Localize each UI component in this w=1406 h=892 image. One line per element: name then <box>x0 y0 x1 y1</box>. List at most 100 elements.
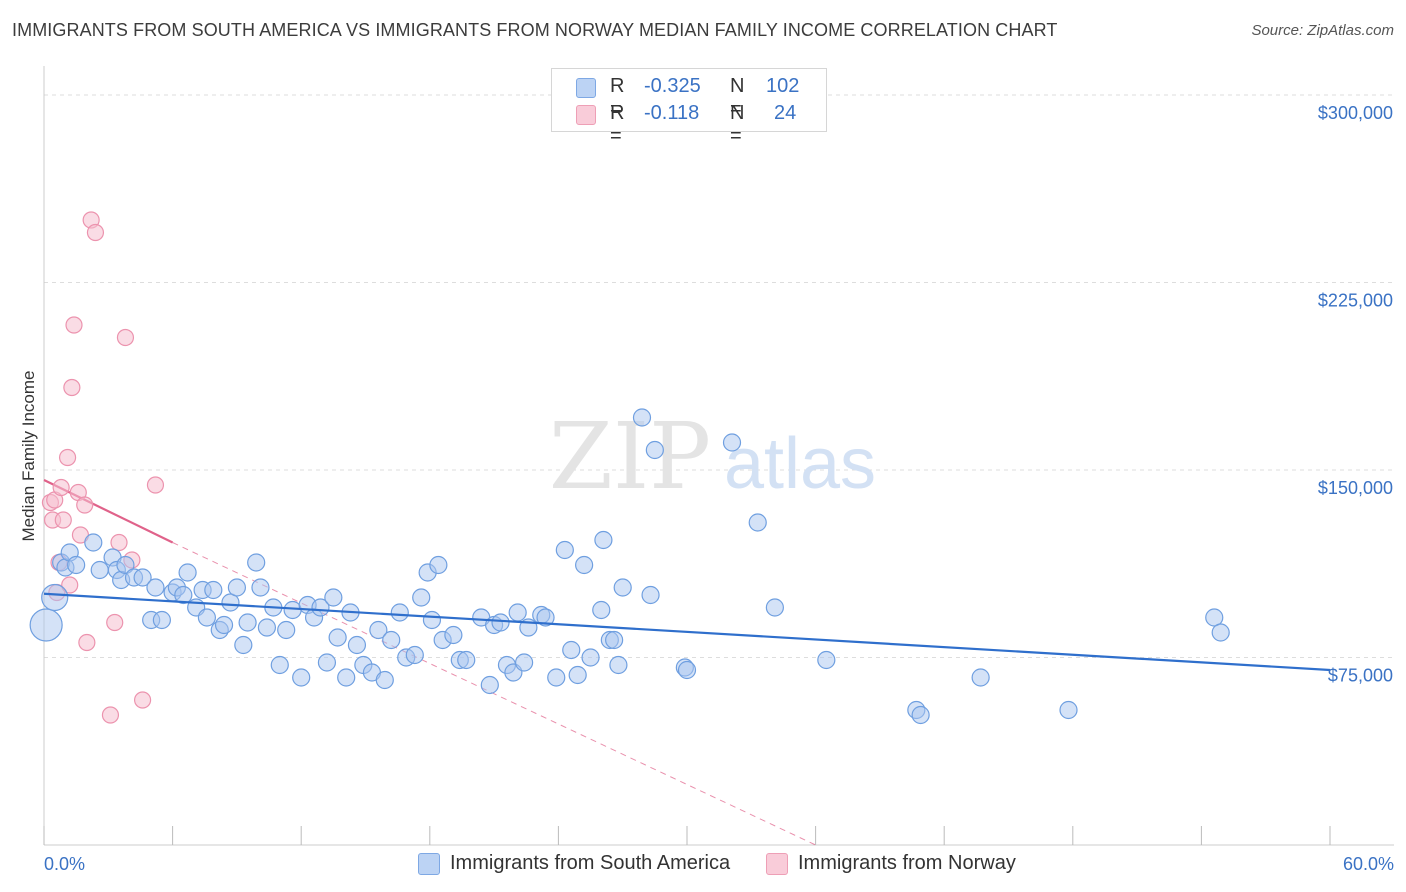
norway-point <box>106 613 124 632</box>
y-axis-label: Median Family Income <box>19 370 38 541</box>
south-america-point <box>133 568 152 587</box>
south-america-point <box>555 540 574 560</box>
south-america-points <box>29 408 1230 725</box>
south-america-point <box>257 618 277 637</box>
south-america-point <box>247 553 266 572</box>
south-america-point <box>204 580 223 600</box>
south-america-point <box>677 660 697 680</box>
watermark-zip: ZIP <box>549 403 711 510</box>
bottom-legend-label: Immigrants from South America <box>450 852 731 874</box>
south-america-point <box>174 585 193 605</box>
south-america-point <box>390 603 409 622</box>
south-america-point <box>251 578 270 597</box>
y-tick-label: $225,000 <box>1318 291 1393 311</box>
norway-points <box>41 211 165 724</box>
south-america-trend-line <box>43 592 1331 672</box>
south-america-point <box>765 598 784 617</box>
south-america-point <box>221 593 240 612</box>
south-america-point <box>405 645 424 665</box>
south-america-point <box>214 615 234 635</box>
south-america-point <box>116 555 135 575</box>
south-america-trend-solid <box>43 592 1331 672</box>
south-america-point <box>328 628 347 647</box>
south-america-point <box>90 560 109 580</box>
legend-n-value: 102 <box>766 75 800 97</box>
south-america-point <box>270 655 289 675</box>
south-america-point <box>84 533 103 552</box>
south-america-point <box>227 578 246 597</box>
south-america-point <box>324 588 343 607</box>
legend-r-value: -0.118 <box>644 102 700 124</box>
south-america-point <box>178 563 197 582</box>
south-america-point <box>412 588 431 607</box>
south-america-point <box>337 668 356 687</box>
bottom-legend-swatch-pink <box>766 853 788 875</box>
south-america-point <box>508 603 527 622</box>
south-america-point <box>347 635 367 655</box>
south-america-point <box>722 433 742 452</box>
south-america-point <box>283 600 302 620</box>
norway-point <box>54 511 72 529</box>
south-america-point <box>645 440 664 460</box>
south-america-point <box>480 675 499 695</box>
south-america-point <box>422 610 442 630</box>
bottom-legend-swatch-blue <box>418 853 440 875</box>
south-america-point <box>1059 700 1078 720</box>
south-america-point <box>592 600 611 620</box>
norway-point <box>52 478 70 497</box>
norway-point <box>133 691 152 709</box>
legend-r-value: -0.325 <box>644 75 701 97</box>
south-america-point <box>238 613 257 632</box>
legend-n-label: N = <box>730 75 745 120</box>
norway-point <box>78 633 96 652</box>
y-tick-label: $75,000 <box>1328 666 1393 686</box>
south-america-point <box>911 705 930 725</box>
south-america-point <box>971 668 990 687</box>
norway-point <box>116 328 135 347</box>
south-america-point <box>547 668 566 687</box>
y-tick-label: $150,000 <box>1318 478 1393 498</box>
norway-point <box>146 476 165 494</box>
south-america-point <box>146 578 165 597</box>
south-america-point <box>292 668 311 687</box>
south-america-point <box>382 630 401 650</box>
grid-lines <box>44 94 1394 658</box>
south-america-point <box>562 640 581 660</box>
south-america-point <box>536 608 555 627</box>
legend-swatch-blue <box>576 78 596 98</box>
watermark-atlas: atlas <box>724 424 876 504</box>
norway-point <box>63 378 81 397</box>
south-america-point <box>1211 623 1230 642</box>
correlation-legend: R = -0.325 N = 102 R = -0.118 N = 24 <box>551 68 827 147</box>
south-america-point <box>515 653 534 672</box>
south-america-point <box>613 578 632 597</box>
legend-n-value: 24 <box>774 102 797 124</box>
norway-point <box>101 706 120 724</box>
south-america-point <box>375 670 394 690</box>
south-america-point <box>491 613 510 632</box>
bottom-legend-label: Immigrants from Norway <box>798 852 1016 874</box>
south-america-point <box>568 665 587 685</box>
south-america-point <box>581 648 600 667</box>
watermark: ZIP atlas <box>549 403 876 510</box>
legend-r-label: R = <box>610 75 625 120</box>
y-tick-labels: $75,000 $150,000 $225,000 $300,000 <box>1318 103 1393 686</box>
south-america-point <box>1205 608 1224 627</box>
south-america-point <box>444 625 463 645</box>
south-america-point <box>609 655 628 675</box>
norway-trend-line <box>43 479 816 846</box>
south-america-point <box>575 555 594 575</box>
south-america-point <box>594 530 613 550</box>
south-america-point <box>369 620 388 640</box>
south-america-point <box>29 608 63 642</box>
axes <box>43 66 1394 846</box>
x-tick-label-max: 60.0% <box>1343 854 1394 874</box>
south-america-point <box>817 650 836 670</box>
norway-point <box>76 496 94 514</box>
chart-title: IMMIGRANTS FROM SOUTH AMERICA VS IMMIGRA… <box>12 20 1058 40</box>
south-america-point <box>311 598 330 617</box>
south-america-point <box>457 650 476 670</box>
south-america-point <box>277 620 296 640</box>
norway-point <box>65 316 83 334</box>
norway-point <box>86 223 105 242</box>
